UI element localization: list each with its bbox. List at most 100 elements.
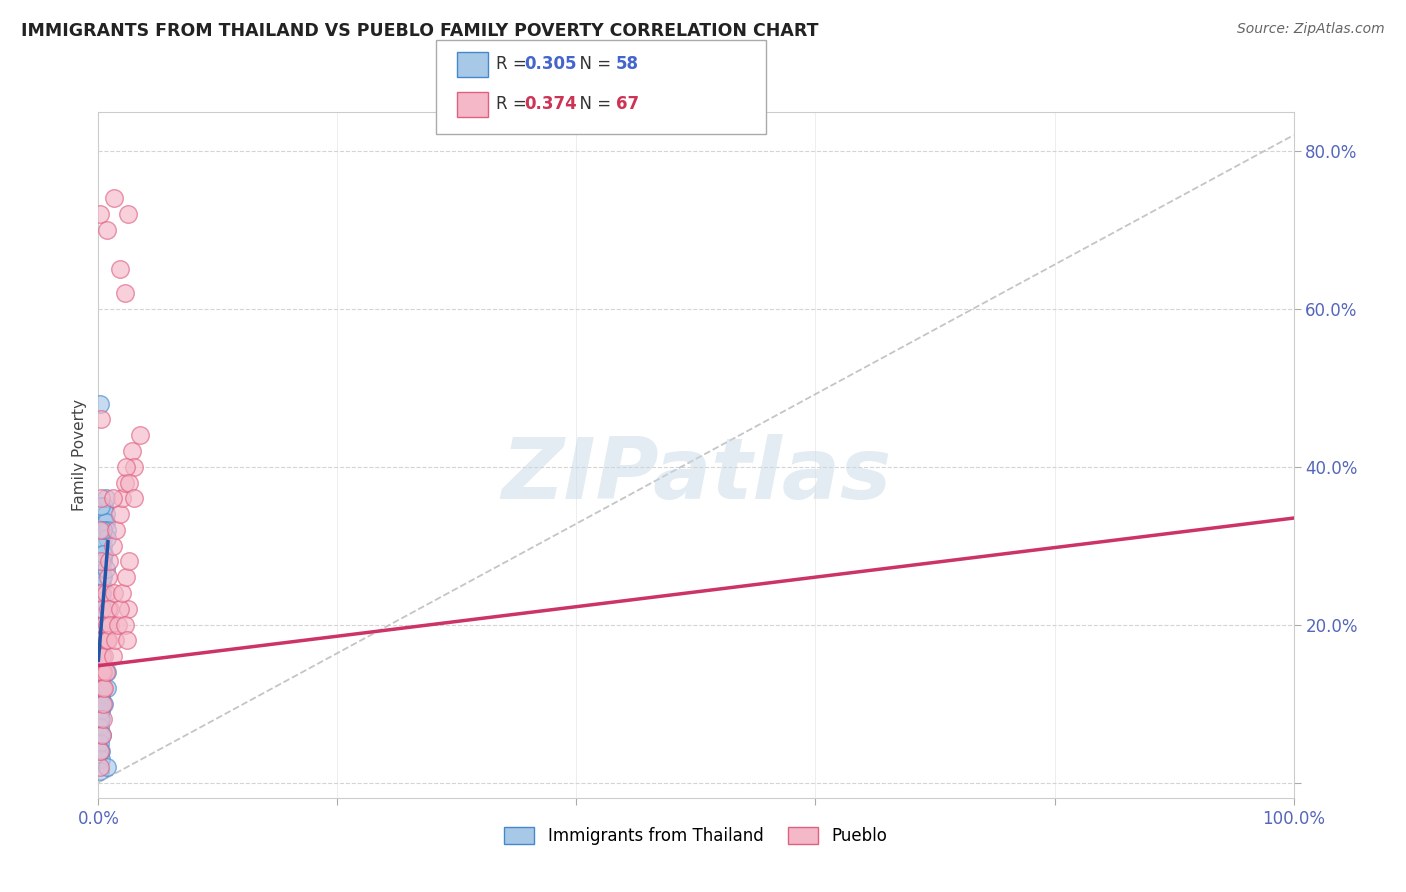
Point [89,681,111,695]
Point [98,617,122,632]
Text: 58: 58 [616,55,638,73]
Point [91,633,114,648]
Point [108,507,131,521]
Point [96,223,118,237]
Point [111,491,134,506]
Text: N =: N = [569,55,617,73]
Point [111,586,134,600]
Point [91,697,114,711]
Point [91,523,114,537]
Point [90,673,112,687]
Point [129,428,152,442]
Point [96,681,118,695]
Text: 0.305: 0.305 [524,55,576,73]
Point [91,602,114,616]
Point [124,459,146,474]
Legend: Immigrants from Thailand, Pueblo: Immigrants from Thailand, Pueblo [498,821,894,852]
Point [90,657,112,672]
Text: N =: N = [569,95,617,113]
Point [91,633,114,648]
Point [115,459,138,474]
Point [90,712,112,726]
Point [91,586,114,600]
Point [91,554,114,568]
Point [90,412,112,426]
Point [90,744,112,758]
Point [89,625,111,640]
Point [93,617,115,632]
Point [101,491,124,506]
Point [105,523,128,537]
Point [93,547,115,561]
Point [91,681,114,695]
Point [90,641,112,656]
Point [114,617,136,632]
Point [89,653,111,667]
Point [96,633,118,648]
Point [91,570,114,584]
Point [115,633,138,648]
Point [89,736,111,750]
Point [89,720,111,734]
Point [96,665,118,679]
Point [90,554,112,568]
Point [91,602,114,616]
Text: R =: R = [496,55,533,73]
Point [93,681,115,695]
Point [93,649,115,664]
Point [90,752,112,766]
Point [90,665,112,679]
Point [90,578,112,592]
Point [89,744,111,758]
Point [97,602,120,616]
Point [93,515,115,529]
Point [89,207,111,221]
Point [91,665,114,679]
Point [89,697,111,711]
Point [94,562,117,576]
Text: Source: ZipAtlas.com: Source: ZipAtlas.com [1237,22,1385,37]
Point [91,570,114,584]
Point [115,570,138,584]
Point [89,728,111,742]
Point [90,500,112,514]
Point [91,649,114,664]
Point [90,681,112,695]
Point [91,578,114,592]
Point [96,531,118,545]
Text: R =: R = [496,95,533,113]
Point [90,649,112,664]
Point [117,207,139,221]
Text: 0.374: 0.374 [524,95,578,113]
Point [94,586,117,600]
Point [90,586,112,600]
Point [91,554,114,568]
Point [124,491,146,506]
Point [103,191,125,205]
Point [89,602,111,616]
Point [91,562,114,576]
Point [91,539,114,553]
Text: 67: 67 [616,95,638,113]
Point [91,531,114,545]
Point [94,665,117,679]
Point [91,547,114,561]
Point [90,633,112,648]
Point [96,760,118,774]
Point [96,617,118,632]
Point [91,523,114,537]
Point [91,728,114,742]
Point [96,633,118,648]
Point [101,539,124,553]
Point [96,523,118,537]
Point [91,697,114,711]
Point [98,602,122,616]
Text: ZIPatlas: ZIPatlas [501,434,891,517]
Point [91,728,114,742]
Point [90,649,112,664]
Point [91,649,114,664]
Point [90,491,112,506]
Point [91,712,114,726]
Point [97,570,120,584]
Point [89,712,111,726]
